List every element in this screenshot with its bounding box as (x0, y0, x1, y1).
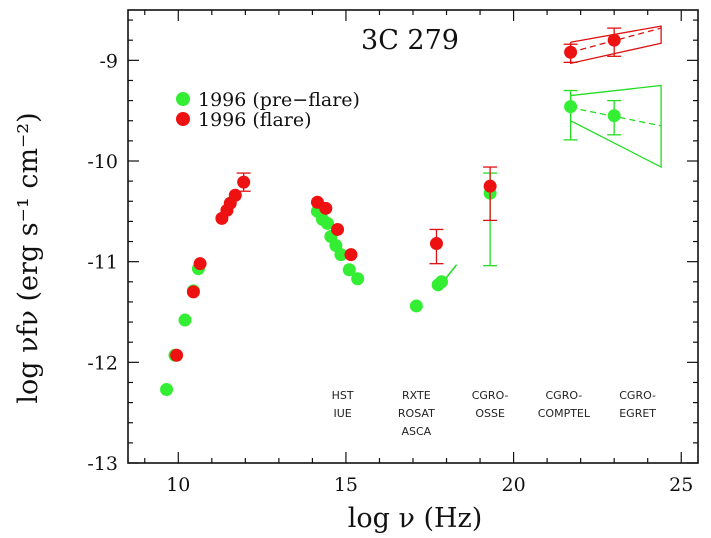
instrument-label: EGRET (619, 407, 656, 420)
data-point (607, 33, 621, 47)
data-point (435, 275, 448, 289)
instrument-label: HST (332, 389, 354, 402)
spectral-bowtie (569, 84, 662, 169)
y-tick-label: -11 (87, 252, 118, 274)
axes-frame: 10 15 20 25 -13 -12 -11 -10 -9 HST IUE RXTE ROSAT ASC… (87, 9, 699, 496)
instrument-label: ROSAT (398, 407, 435, 420)
data-point (170, 348, 184, 362)
chart-title: 3C 279 (361, 25, 459, 56)
instrument-label: ASCA (401, 425, 431, 438)
data-point (342, 263, 356, 277)
y-tick-label: -12 (87, 352, 118, 374)
data-point (483, 179, 497, 193)
data-point (607, 109, 621, 123)
legend-label-pre-flare: 1996 (pre−flare) (198, 89, 360, 111)
data-point (228, 188, 242, 202)
y-tick-label: -9 (99, 50, 118, 72)
data-point (178, 313, 192, 327)
instrument-label: OSSE (475, 407, 505, 420)
y-tick-label: -13 (87, 453, 118, 475)
data-point (564, 45, 578, 59)
spectral-fit-line (570, 27, 662, 53)
spectral-fit-line (570, 107, 662, 127)
instrument-label: IUE (333, 407, 351, 420)
data-point (429, 237, 443, 251)
data-point (564, 100, 578, 114)
data-point (160, 383, 174, 397)
data-point (351, 272, 365, 286)
data-marks (160, 25, 662, 397)
legend-marker-flare (176, 112, 190, 126)
data-point (331, 222, 345, 236)
data-point (186, 285, 200, 299)
legend: 1996 (pre−flare) 1996 (flare) (176, 89, 360, 131)
x-tick-label: 25 (669, 474, 693, 496)
legend-marker-pre-flare (176, 92, 190, 106)
y-axis-title: log νfν (erg s⁻¹ cm⁻²) (13, 112, 44, 403)
y-tick-label: -10 (87, 151, 118, 173)
data-point (237, 175, 251, 189)
instrument-label: CGRO- (472, 389, 509, 402)
instrument-label: COMPTEL (538, 407, 591, 420)
data-point (409, 299, 423, 313)
instrument-label: RXTE (402, 389, 431, 402)
legend-label-flare: 1996 (flare) (198, 109, 312, 131)
x-tick-label: 20 (501, 474, 525, 496)
x-tick-label: 10 (166, 474, 190, 496)
x-tick-label: 15 (334, 474, 358, 496)
instrument-label: CGRO- (545, 389, 582, 402)
data-point (193, 257, 207, 271)
data-point (319, 201, 333, 215)
data-point (321, 216, 334, 230)
data-point (344, 248, 358, 262)
data-point (334, 248, 348, 262)
x-axis-title: log ν (Hz) (348, 503, 483, 534)
instrument-label: CGRO- (619, 389, 656, 402)
